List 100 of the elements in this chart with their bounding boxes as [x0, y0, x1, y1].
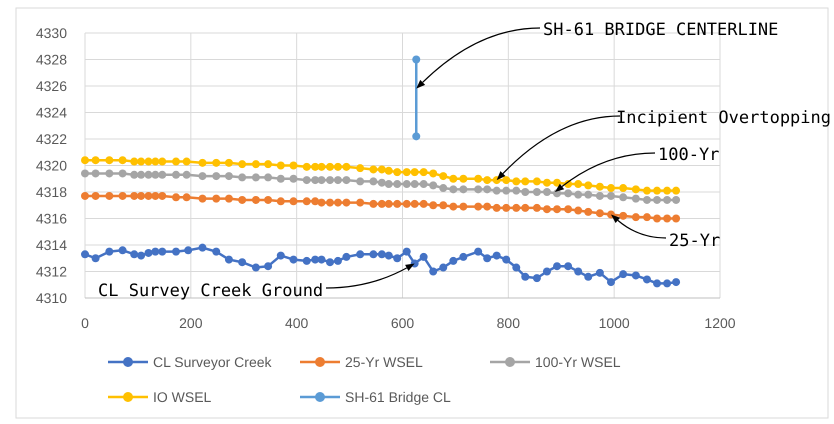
point [130, 158, 138, 166]
point [264, 262, 272, 270]
x-tick-label: 400 [284, 315, 309, 331]
point [151, 170, 160, 179]
point [553, 205, 562, 214]
legend-label: 100-Yr WSEL [535, 354, 621, 370]
point [512, 264, 520, 272]
point [663, 196, 672, 204]
point [553, 262, 562, 270]
point [198, 158, 206, 167]
point [289, 174, 298, 183]
y-tick-label: 4326 [36, 78, 68, 94]
point [653, 186, 662, 195]
point [619, 193, 628, 202]
point [521, 177, 530, 186]
point [198, 244, 206, 252]
point [564, 205, 572, 214]
point [393, 180, 402, 188]
point [238, 196, 246, 204]
point [429, 268, 438, 276]
point [342, 198, 350, 207]
point [130, 250, 138, 258]
point [264, 173, 272, 182]
y-tick-label: 4310 [36, 290, 68, 306]
point [512, 204, 520, 212]
point [334, 162, 342, 171]
point [81, 169, 89, 178]
point [584, 272, 592, 281]
point [289, 197, 298, 206]
point [483, 254, 492, 262]
point [429, 181, 438, 190]
point [198, 172, 206, 180]
point [144, 170, 152, 179]
point [369, 250, 378, 258]
point [632, 185, 640, 194]
annotation: 100-Yr [658, 145, 720, 165]
x-tick-label: 600 [390, 315, 414, 331]
point [334, 176, 342, 184]
point [384, 252, 393, 260]
legend-label: 25-Yr WSEL [345, 354, 424, 370]
point [642, 275, 651, 284]
point [412, 56, 420, 64]
annotation: CL Survey Creek Ground [98, 281, 324, 301]
point [369, 165, 378, 174]
point [663, 279, 672, 288]
point [182, 170, 191, 179]
point [619, 184, 628, 192]
point [184, 246, 192, 254]
point [384, 180, 393, 188]
y-tick-label: 4312 [36, 263, 68, 280]
point [512, 177, 520, 186]
point [356, 164, 364, 172]
point [542, 205, 551, 214]
point [369, 177, 378, 186]
x-tick-label: 0 [81, 315, 90, 331]
point [672, 186, 680, 195]
point [653, 279, 662, 288]
point [619, 270, 628, 278]
point [105, 169, 114, 178]
point [574, 190, 582, 199]
point [449, 256, 458, 265]
point [224, 194, 233, 203]
point [252, 264, 260, 272]
point [429, 169, 438, 178]
point [672, 196, 680, 204]
point [584, 208, 592, 216]
point [144, 192, 152, 200]
point [420, 252, 428, 261]
point [342, 176, 350, 184]
point [81, 192, 89, 200]
point [596, 192, 604, 200]
annotation: SH-61 BRIDGE CENTERLINE [543, 20, 778, 40]
point [532, 204, 541, 212]
point [302, 176, 311, 184]
point [402, 168, 411, 176]
annotation: Incipient Overtopping [616, 108, 831, 128]
annotation: 25-Yr [669, 231, 720, 251]
point [410, 180, 419, 188]
point [564, 262, 572, 270]
point [642, 196, 651, 204]
point [483, 176, 492, 184]
point [212, 248, 220, 256]
point [474, 174, 482, 183]
point [182, 158, 191, 166]
point [252, 173, 260, 182]
point [105, 248, 114, 256]
point [92, 254, 100, 262]
point [459, 202, 468, 211]
point [483, 185, 492, 194]
point [118, 169, 127, 178]
point [289, 256, 298, 264]
point [606, 278, 615, 286]
point [198, 194, 206, 203]
point [402, 180, 411, 188]
point [642, 213, 651, 222]
point [151, 192, 160, 200]
point [378, 250, 386, 258]
point [449, 174, 458, 183]
point [632, 213, 640, 222]
point [502, 176, 510, 184]
